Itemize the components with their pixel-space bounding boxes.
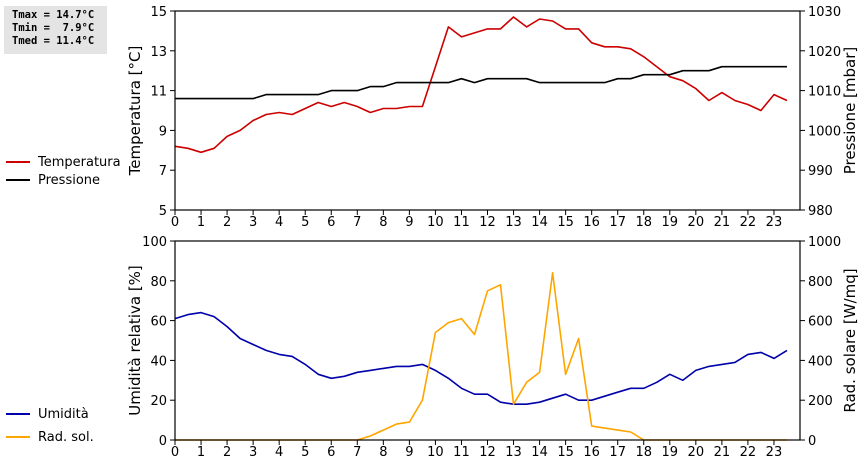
x-tick-label: 16 (583, 445, 600, 460)
x-tick-label: 7 (353, 445, 361, 460)
x-tick-label: 12 (479, 215, 496, 230)
y-tick-label-left: 5 (159, 204, 167, 219)
x-tick-label: 6 (327, 445, 335, 460)
x-tick-label: 20 (688, 215, 705, 230)
y-tick-label-right: 800 (808, 275, 833, 290)
y-tick-label-left: 100 (142, 235, 167, 250)
x-tick-label: 6 (327, 215, 335, 230)
x-tick-label: 11 (453, 215, 470, 230)
series-line-0-1 (175, 65, 787, 100)
y-tick-label-left: 60 (150, 315, 167, 330)
y-tick-label-left: 0 (159, 434, 167, 449)
x-tick-label: 2 (223, 215, 231, 230)
x-tick-label: 11 (453, 445, 470, 460)
x-tick-label: 18 (635, 215, 652, 230)
x-tick-label: 2 (223, 445, 231, 460)
x-tick-label: 14 (531, 445, 548, 460)
tmed-text: Tmed = 11.4°C (12, 35, 95, 47)
series-line-0-0 (174, 16, 788, 154)
y-axis-label-left: Temperatura [°C] (126, 46, 144, 177)
x-tick-label: 12 (479, 445, 496, 460)
x-tick-label: 7 (353, 215, 361, 230)
y-tick-label-left: 20 (150, 394, 167, 409)
x-tick-label: 17 (609, 445, 626, 460)
x-tick-label: 17 (609, 215, 626, 230)
x-tick-label: 4 (275, 215, 283, 230)
x-tick-label: 22 (740, 215, 757, 230)
legend-label: Temperatura (37, 155, 121, 170)
y-tick-label-left: 13 (150, 45, 167, 60)
x-tick-label: 13 (505, 445, 522, 460)
x-tick-label: 13 (505, 215, 522, 230)
y-axis-label-right: Rad. solare [W/mq] (841, 268, 859, 412)
x-tick-label: 20 (688, 445, 705, 460)
x-tick-label: 15 (557, 445, 574, 460)
x-tick-label: 10 (427, 215, 444, 230)
x-tick-label: 8 (379, 215, 387, 230)
y-tick-label-right: 990 (808, 164, 833, 179)
x-tick-label: 3 (249, 215, 257, 230)
plot-frame (174, 240, 801, 441)
y-tick-label-right: 1010 (808, 85, 841, 100)
x-tick-label: 0 (171, 445, 179, 460)
tmin-text: Tmin = 7.9°C (12, 22, 95, 34)
tmax-text: Tmax = 14.7°C (12, 9, 95, 21)
y-tick-label-right: 980 (808, 204, 833, 219)
y-tick-label-right: 1000 (808, 124, 841, 139)
x-tick-label: 21 (714, 445, 731, 460)
y-tick-label-left: 9 (159, 124, 167, 139)
x-tick-label: 8 (379, 445, 387, 460)
x-tick-label: 22 (740, 445, 757, 460)
legend-label: Pressione (38, 173, 100, 188)
y-tick-label-right: 1000 (808, 235, 841, 250)
legend-label: Umidità (38, 407, 89, 422)
x-tick-label: 16 (583, 215, 600, 230)
y-tick-label-right: 1030 (808, 5, 841, 20)
x-tick-label: 4 (275, 445, 283, 460)
x-tick-label: 21 (714, 215, 731, 230)
y-tick-label-left: 40 (150, 354, 167, 369)
x-tick-label: 23 (766, 215, 783, 230)
x-tick-label: 9 (405, 445, 413, 460)
y-tick-label-right: 200 (808, 394, 833, 409)
plot-frame (174, 10, 801, 211)
x-tick-label: 1 (197, 215, 205, 230)
x-tick-label: 19 (662, 215, 679, 230)
y-axis-label-left: Umidità relativa [%] (126, 265, 144, 416)
y-tick-label-right: 400 (808, 354, 833, 369)
x-tick-label: 0 (171, 215, 179, 230)
x-tick-label: 23 (766, 445, 783, 460)
y-tick-label-left: 15 (150, 5, 167, 20)
y-axis-label-right: Pressione [mbar] (841, 47, 859, 175)
legend-label: Rad. sol. (38, 430, 94, 445)
x-tick-label: 18 (635, 445, 652, 460)
x-tick-label: 3 (249, 445, 257, 460)
x-tick-label: 1 (197, 445, 205, 460)
x-tick-label: 5 (301, 445, 309, 460)
x-tick-label: 5 (301, 215, 309, 230)
x-tick-label: 15 (557, 215, 574, 230)
x-tick-label: 14 (531, 215, 548, 230)
series-line-1-1 (175, 271, 787, 441)
x-tick-label: 19 (662, 445, 679, 460)
y-tick-label-right: 1020 (808, 45, 841, 60)
x-tick-label: 10 (427, 445, 444, 460)
y-tick-label-left: 11 (150, 85, 167, 100)
y-tick-label-left: 80 (150, 275, 167, 290)
stats-box: Tmax = 14.7°C Tmin = 7.9°C Tmed = 11.4°C (4, 6, 107, 54)
y-tick-label-left: 7 (159, 164, 167, 179)
series-line-1-0 (174, 311, 788, 406)
y-tick-label-right: 0 (808, 434, 816, 449)
x-tick-label: 9 (405, 215, 413, 230)
y-tick-label-right: 600 (808, 315, 833, 330)
